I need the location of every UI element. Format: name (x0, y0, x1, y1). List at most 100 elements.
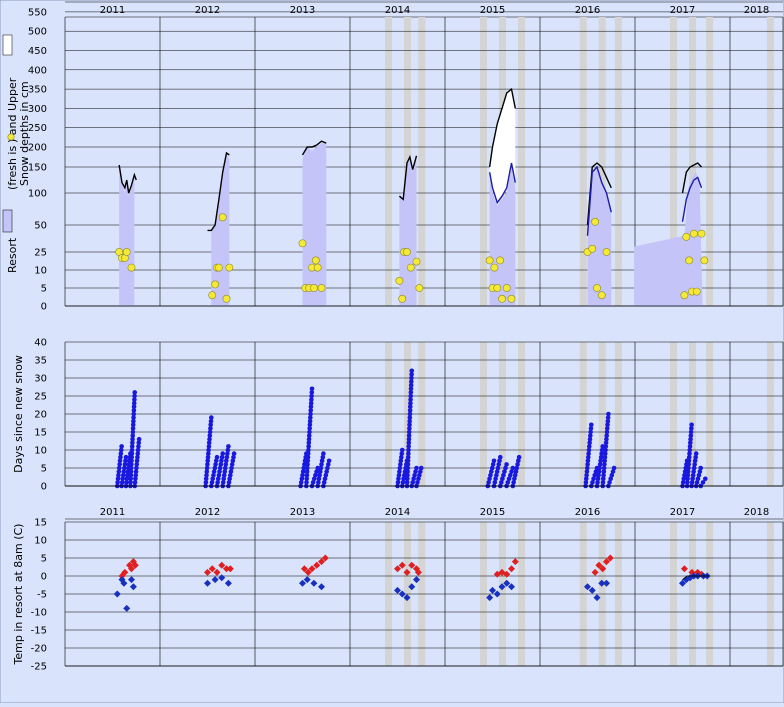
days-point (604, 426, 610, 431)
days-point (221, 472, 227, 478)
days-point (408, 386, 414, 392)
days-point (406, 436, 412, 442)
temp-point-cold (394, 586, 401, 594)
y-label-text: Resort (6, 237, 19, 273)
days-point (586, 451, 591, 456)
days-point (404, 480, 410, 485)
temp-point-cold (128, 576, 135, 584)
days-point (316, 476, 322, 482)
days-point (308, 408, 314, 413)
days-point (305, 454, 311, 460)
days-point (119, 444, 124, 449)
days-point (605, 415, 611, 420)
season-band (614, 17, 622, 306)
temp-point-cold (603, 579, 610, 587)
y-tick-label: 25 (34, 392, 47, 403)
year-label: 2015 (480, 5, 505, 16)
days-point (514, 465, 520, 471)
days-point (115, 480, 120, 485)
days-point (400, 480, 406, 485)
days-point (117, 458, 123, 464)
days-point (299, 476, 305, 482)
days-point (321, 451, 326, 456)
fresh-snow-point (222, 294, 231, 303)
days-point (231, 454, 236, 460)
days-point (493, 476, 498, 482)
days-point (308, 404, 314, 410)
days-point (206, 447, 211, 453)
days-point (305, 458, 311, 464)
days-point (407, 422, 412, 428)
temp-point-cold (129, 583, 137, 591)
days-point (209, 415, 214, 420)
days-point (602, 462, 607, 467)
temp-point-warm (414, 568, 422, 576)
days-point (583, 480, 589, 485)
days-point (584, 465, 590, 471)
days-point (401, 476, 406, 482)
days-point (132, 393, 137, 399)
days-point (204, 472, 209, 478)
days-point (129, 458, 134, 464)
days-point (121, 469, 127, 474)
resort-legend-swatch (2, 209, 13, 233)
days-point (398, 458, 404, 464)
days-point (206, 440, 212, 446)
days-point (129, 451, 135, 456)
days-point (414, 465, 419, 471)
days-point (134, 462, 140, 467)
days-point (587, 436, 593, 442)
temp-point-cold (224, 579, 232, 587)
year-label: 2018 (744, 5, 769, 16)
days-point (599, 447, 605, 453)
days-point (409, 375, 414, 381)
season-band (385, 17, 392, 306)
days-point (309, 393, 314, 399)
days-point (687, 444, 693, 449)
days-point (311, 476, 317, 482)
days-point (212, 465, 218, 471)
days-point (595, 480, 600, 485)
days-point (595, 476, 601, 482)
temp-point-warm (223, 565, 230, 573)
y-tick-label: 5 (41, 464, 47, 475)
days-point (136, 444, 141, 449)
fresh-legend-dot (7, 133, 15, 141)
days-point (599, 451, 604, 456)
days-point (128, 480, 133, 485)
fresh-snow-point (692, 287, 701, 296)
temp-point-cold (508, 583, 515, 591)
days-point (207, 433, 213, 438)
days-point (407, 426, 412, 431)
days-point (690, 476, 695, 482)
temp-point-warm (321, 554, 329, 562)
upper-depth-line (207, 151, 230, 232)
temp-point-cold (584, 583, 591, 591)
season-band (480, 17, 487, 306)
days-point (208, 422, 213, 428)
fresh-snow-point (597, 291, 606, 300)
temp-point-warm (595, 561, 603, 569)
days-point (322, 476, 328, 482)
days-point (686, 454, 692, 460)
days-point (301, 465, 307, 471)
days-point (591, 476, 596, 482)
y-tick-label: 350 (28, 85, 47, 96)
days-point (128, 465, 134, 471)
days-point (135, 447, 141, 453)
temp-point-warm (226, 565, 234, 573)
days-point (610, 469, 616, 474)
days-point (586, 444, 592, 449)
temp-point-warm (403, 568, 411, 576)
days-point (412, 472, 417, 478)
days-point (116, 472, 121, 478)
temp-point-warm (213, 568, 221, 576)
days-point (306, 440, 312, 446)
days-point (123, 454, 129, 460)
temp-point-warm (128, 565, 135, 573)
days-point (502, 469, 507, 474)
y-tick-label: 250 (28, 123, 47, 134)
days-point (589, 422, 594, 428)
year-label: 2011 (100, 507, 125, 518)
days-point (597, 465, 602, 471)
